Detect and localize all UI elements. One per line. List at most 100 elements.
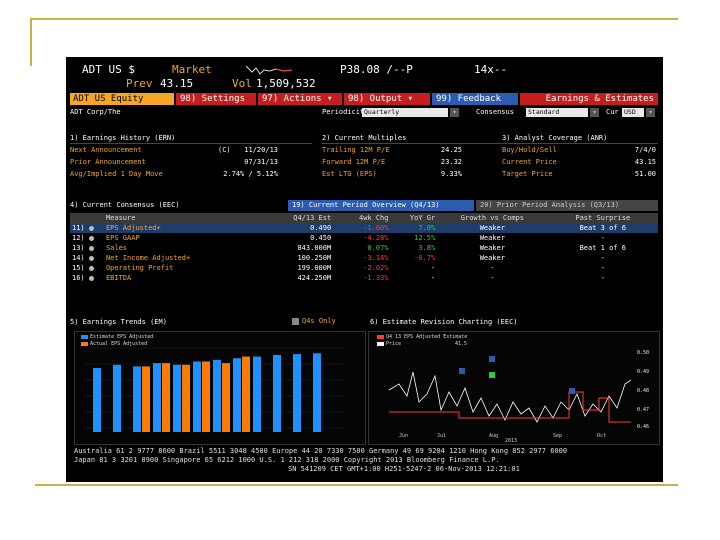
current-consensus-title[interactable]: 4) Current Consensus (EEC) bbox=[70, 201, 180, 209]
col-yoy[interactable]: YoY Gr bbox=[409, 214, 436, 222]
row-number: 12) bbox=[72, 234, 85, 242]
radio-icon[interactable] bbox=[88, 235, 94, 241]
earnings-trends-title[interactable]: 5) Earnings Trends (EM) bbox=[70, 318, 167, 326]
estimate-bar bbox=[193, 361, 201, 432]
earnings-trends-chart: Estimate EPS Adjusted Actual EPS Adjuste… bbox=[74, 331, 366, 445]
radio-icon[interactable] bbox=[88, 275, 94, 281]
footer-contacts-2: Japan 81 3 3201 8900 Singapore 65 6212 1… bbox=[74, 456, 500, 464]
revision-lines-svg bbox=[388, 356, 632, 423]
implied-move-value: 2.74% / 5.12% bbox=[223, 170, 278, 178]
forward-pe-label: Forward 12M P/E bbox=[322, 158, 386, 166]
table-row[interactable]: 12) EPS GAAP 0.450 -4.28% 12.5% Weaker - bbox=[70, 233, 658, 243]
radio-icon[interactable] bbox=[88, 265, 94, 271]
trailing-pe-value: 24.25 bbox=[440, 146, 462, 154]
actual-bar bbox=[182, 364, 190, 432]
currency-select[interactable]: USD bbox=[622, 108, 644, 117]
target-price-label: Target Price bbox=[502, 170, 553, 178]
tab-current-period[interactable]: 19) Current Period Overview (Q4/13) bbox=[288, 200, 474, 211]
analyst-coverage-title[interactable]: 3) Analyst Coverage (ANR) bbox=[502, 134, 608, 142]
x-tick-jun: Jun bbox=[399, 433, 409, 439]
actions-button[interactable]: 97) Actions ▾ bbox=[258, 93, 342, 105]
estimate-cell: 0.490 bbox=[310, 224, 332, 232]
estimate-revision-title[interactable]: 6) Estimate Revision Charting (EEC) bbox=[370, 318, 518, 326]
surprise-cell: Beat 3 of 6 bbox=[579, 224, 626, 232]
slide-top-rule bbox=[30, 18, 678, 20]
growth-cell: Weaker bbox=[479, 234, 506, 242]
estimate-revision-chart: Q4 13 EPS Adjusted Estimate Price 41.5 J… bbox=[368, 331, 660, 445]
yoy-cell: 12.5% bbox=[414, 234, 436, 242]
settings-button[interactable]: 98) Settings bbox=[176, 93, 256, 105]
legend-estimate: Estimate EPS Adjusted bbox=[81, 334, 153, 340]
actual-bar bbox=[202, 361, 210, 432]
actual-bar bbox=[142, 366, 150, 432]
currency-label: Cur bbox=[606, 108, 619, 116]
revision-marker bbox=[569, 388, 575, 394]
right-tick-4: 0.47 bbox=[637, 407, 650, 413]
x-tick-jul: Jul bbox=[437, 433, 447, 439]
growth-cell: - bbox=[490, 274, 495, 282]
row-number: 13) bbox=[72, 244, 85, 252]
dropdown-arrow-icon[interactable]: ▾ bbox=[646, 108, 655, 117]
divider bbox=[70, 143, 312, 144]
table-row[interactable]: 11) EPS Adjusted+ 0.490 -1.60% 7.0% Weak… bbox=[70, 223, 658, 233]
page-title: Earnings & Estimates bbox=[520, 93, 658, 105]
col-growth[interactable]: Growth vs Comps bbox=[460, 214, 524, 222]
q4s-only-toggle[interactable]: Q4s Only bbox=[292, 317, 336, 325]
yoy-cell: - bbox=[430, 274, 436, 282]
table-row[interactable]: 15) Operating Profit 199.000M -2.02% - -… bbox=[70, 263, 658, 273]
tab-prior-period[interactable]: 20) Prior Period Analysis (Q3/13) bbox=[476, 200, 658, 211]
change-cell: -3.14% bbox=[363, 254, 389, 262]
earnings-history-title[interactable]: 1) Earnings History (ERN) bbox=[70, 134, 176, 142]
radio-icon[interactable] bbox=[88, 255, 94, 261]
sparkline-icon bbox=[246, 65, 292, 75]
current-multiples-title[interactable]: 2) Current Multiples bbox=[322, 134, 407, 142]
col-estimate[interactable]: Q4/13 Est bbox=[293, 214, 332, 222]
consensus-select[interactable]: Standard bbox=[526, 108, 588, 117]
footer-session: SN 541209 CET GMT+1:00 H251-5247-2 06-No… bbox=[288, 465, 520, 473]
radio-icon[interactable] bbox=[88, 225, 94, 231]
x-tick-aug: Aug bbox=[489, 433, 499, 439]
growth-cell: Weaker bbox=[479, 254, 506, 262]
dropdown-arrow-icon[interactable]: ▾ bbox=[450, 108, 459, 117]
prior-announcement-label: Prior Announcement bbox=[70, 158, 146, 166]
x-tick-sep: Sep bbox=[553, 433, 563, 439]
legend-q4-estimate: Q4 13 EPS Adjusted Estimate bbox=[377, 334, 467, 340]
col-measure[interactable]: Measure bbox=[105, 214, 136, 222]
legend-swatch bbox=[81, 341, 88, 346]
price-display: P38.08 /--P bbox=[340, 63, 413, 76]
prev-value: 43.15 bbox=[160, 77, 194, 90]
output-button[interactable]: 98) Output ▾ bbox=[344, 93, 430, 105]
table-row[interactable]: 16) EBITDA 424.250M -1.33% - - - bbox=[70, 273, 658, 283]
confirmed-flag: (C) bbox=[218, 146, 231, 154]
measure-cell: Operating Profit bbox=[105, 264, 174, 272]
right-tick-2: 0.49 bbox=[637, 369, 650, 375]
col-4wk-chg[interactable]: 4wk Chg bbox=[358, 214, 389, 222]
estimate-bar bbox=[93, 368, 101, 432]
feedback-button[interactable]: 99) Feedback bbox=[432, 93, 518, 105]
estimate-bar bbox=[313, 353, 321, 432]
col-surprise[interactable]: Past Surprise bbox=[575, 214, 631, 222]
estimate-cell: 843.000M bbox=[297, 244, 332, 252]
implied-move-label: Avg/Implied 1 Day Move bbox=[70, 170, 163, 178]
legend-price-label: Price bbox=[386, 341, 402, 347]
yoy-cell: 7.0% bbox=[418, 224, 436, 232]
forward-pe-value: 23.32 bbox=[440, 158, 462, 166]
yoy-cell: - bbox=[430, 264, 436, 272]
radio-icon[interactable] bbox=[88, 245, 94, 251]
dropdown-arrow-icon[interactable]: ▾ bbox=[590, 108, 599, 117]
vol-value: 1,509,532 bbox=[256, 77, 316, 90]
table-row[interactable]: 14) Net Income Adjusted+ 100.250M -3.14%… bbox=[70, 253, 658, 263]
security-field[interactable]: ADT US Equity bbox=[70, 93, 174, 105]
change-cell: 0.07% bbox=[367, 244, 389, 252]
yoy-cell: -0.7% bbox=[414, 254, 436, 262]
consensus-label: Consensus bbox=[476, 108, 514, 116]
chevron-down-icon: ▾ bbox=[407, 94, 414, 104]
estimate-bar bbox=[273, 354, 281, 432]
estimate-cell: 199.000M bbox=[297, 264, 332, 272]
periodicity-select[interactable]: Quarterly bbox=[362, 108, 448, 117]
checkbox-icon[interactable] bbox=[292, 317, 299, 325]
estimate-bar bbox=[293, 354, 301, 432]
bloomberg-terminal-window: ADT US $ Market P38.08 /--P 14x-- Prev 4… bbox=[66, 57, 663, 482]
consensus-table: Measure Q4/13 Est 4wk Chg YoY Gr Growth … bbox=[70, 213, 658, 283]
table-row[interactable]: 13) Sales 843.000M 0.07% 3.8% Weaker Bea… bbox=[70, 243, 658, 253]
